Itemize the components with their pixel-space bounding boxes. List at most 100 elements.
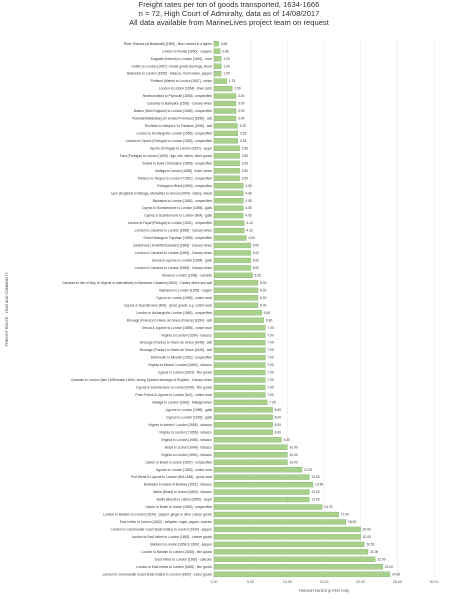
value-label: 5.00 xyxy=(253,244,260,248)
value-label: 5.25 xyxy=(255,273,262,277)
category-label: London to Fayal (Portugal) to London [16… xyxy=(128,221,212,225)
value-label: 1.75 xyxy=(229,79,236,83)
category-label: London to Canaries to London [1653] - Ca… xyxy=(135,251,213,255)
value-label: 7.00 xyxy=(267,363,274,367)
category-label: Cyprus to London [1654] - fine goods xyxy=(158,371,213,375)
value-label: 10.00 xyxy=(289,460,297,464)
chart-subtitle-2: All data available from MarineLives proj… xyxy=(129,18,329,27)
value-label: 1.00 xyxy=(223,64,230,68)
bar xyxy=(213,452,288,458)
category-label: Canaries to London (late 1630s/early 164… xyxy=(71,378,212,382)
category-label: Canaries to Barbados [1656] - Canary win… xyxy=(147,102,212,106)
value-label: 7.00 xyxy=(267,393,274,397)
category-label: Ligorne to London [1655] - galls xyxy=(166,408,213,412)
grid-lines xyxy=(213,40,435,578)
bar xyxy=(213,519,347,525)
bar xyxy=(213,48,221,54)
bar xyxy=(213,541,365,547)
category-label: Brouage (France) to Havre de Grace (Fran… xyxy=(127,318,212,322)
category-label: London to Coromandel Coast (East Indies)… xyxy=(103,572,213,576)
bar xyxy=(213,287,259,293)
value-label: 3.00 xyxy=(238,102,245,106)
bar xyxy=(213,437,282,443)
bar xyxy=(213,347,266,353)
bar xyxy=(213,280,259,286)
value-label: 3.50 xyxy=(242,169,249,173)
bar xyxy=(213,198,244,204)
value-label: 4.00 xyxy=(245,184,252,188)
category-label: Newfoundland to Plymouth [1655] - unspec… xyxy=(143,94,212,98)
bar xyxy=(213,392,266,398)
category-label: London to Rouen [1650] - coppers xyxy=(162,49,212,53)
bar xyxy=(213,160,240,166)
category-label: Bahia (Brazil) to Lisbon [1650] - sugar xyxy=(157,498,213,502)
bar xyxy=(213,78,227,84)
value-label: 17.00 xyxy=(341,513,349,517)
category-label: Cyprus & Scanderoone to London [N/A] - g… xyxy=(144,214,212,218)
category-label: Lisbon to Brazil to Lisbon [1657] - unsp… xyxy=(145,460,212,464)
value-label: 20.50 xyxy=(366,542,374,546)
category-label: Dartmouth to Alicante [1651] - unspecifi… xyxy=(151,356,212,360)
value-label: 7.00 xyxy=(267,333,274,337)
category-label: Tobacco to Tsuqua to London [?1651] - un… xyxy=(137,176,212,180)
value-label: 6.00 xyxy=(260,303,267,307)
value-label: 12.00 xyxy=(304,468,312,472)
value-label: 1.00 xyxy=(223,57,230,61)
category-label: Genoa & Ligorne to London [1655] - cotto… xyxy=(142,326,212,330)
value-label: 7.00 xyxy=(267,371,274,375)
bar xyxy=(213,175,240,181)
category-label: Canaries to Isle of May to Virginia or a… xyxy=(62,281,212,285)
bar xyxy=(213,384,266,391)
x-tick-label: 30.00 xyxy=(430,580,439,584)
value-label: 2.50 xyxy=(234,87,241,91)
category-label: Bahia (Brazil) to Lisbon [1650] - tobacc… xyxy=(153,490,212,494)
value-label: 3.25 xyxy=(240,132,247,136)
value-label: 9.20 xyxy=(283,438,290,442)
category-label: London to Canaries to London [1655] - Ca… xyxy=(135,266,213,270)
chart-title: Freight rates per ton of goods transport… xyxy=(138,0,320,9)
value-label: 6.00 xyxy=(260,288,267,292)
x-axis-label: FREIGHT RATES (£ PER TON) xyxy=(299,589,350,593)
category-label: East Indies to London [1662] - saltpeter… xyxy=(120,520,213,524)
bar xyxy=(213,190,244,196)
category-label: Cyprus & Scanderoone [N/A] - gross goods… xyxy=(124,303,212,307)
value-label: 0.86 xyxy=(222,49,229,53)
value-label: 8.00 xyxy=(275,415,282,419)
value-label: 8.00 xyxy=(275,423,282,427)
category-label: Zante/Ivica (Teneriffe/Canaries) [1665] … xyxy=(133,244,212,248)
bar xyxy=(213,564,383,570)
bar xyxy=(213,354,266,361)
value-label: 23.00 xyxy=(385,565,393,569)
category-label: Cyprus to London [1653] - galls xyxy=(166,415,212,419)
value-label: 8.00 xyxy=(275,430,282,434)
value-label: 6.00 xyxy=(260,296,267,300)
value-label: 18.00 xyxy=(348,520,356,524)
bar xyxy=(213,504,323,510)
value-label: 3.00 xyxy=(238,109,245,113)
bar xyxy=(213,310,262,316)
value-label: 4.00 xyxy=(245,199,252,203)
category-label: Brazil to Lisbon [1649] - tobacco xyxy=(165,445,212,449)
category-label: Genoa & Ligorne to London [1654] - galls xyxy=(152,259,213,263)
value-label: 13.00 xyxy=(311,475,319,479)
bar xyxy=(213,85,233,92)
bar xyxy=(213,63,222,69)
bar xyxy=(213,340,266,346)
bar xyxy=(213,56,222,62)
category-label: River Thames (at Blackwall) [1659] - Bee… xyxy=(124,42,213,46)
bar xyxy=(213,153,240,159)
x-tick-label: 15.00 xyxy=(320,580,329,584)
value-label: 5.00 xyxy=(253,251,260,255)
bar xyxy=(213,534,361,540)
bar xyxy=(213,429,273,435)
value-label: 7.00 xyxy=(267,341,274,345)
category-label: Virginia to Ireland / London [1660] - to… xyxy=(148,363,212,367)
bar xyxy=(213,511,339,518)
category-label: Ligorne to London [1653] - cotton wool xyxy=(156,468,213,472)
bar xyxy=(213,71,222,77)
value-label: 3.50 xyxy=(242,161,249,165)
value-label: 3.25 xyxy=(240,139,247,143)
value-label: 4.00 xyxy=(245,206,252,210)
value-label: 3.00 xyxy=(238,117,245,121)
category-label: Lynn (England) to Malaga, Marseilles to … xyxy=(111,191,212,195)
